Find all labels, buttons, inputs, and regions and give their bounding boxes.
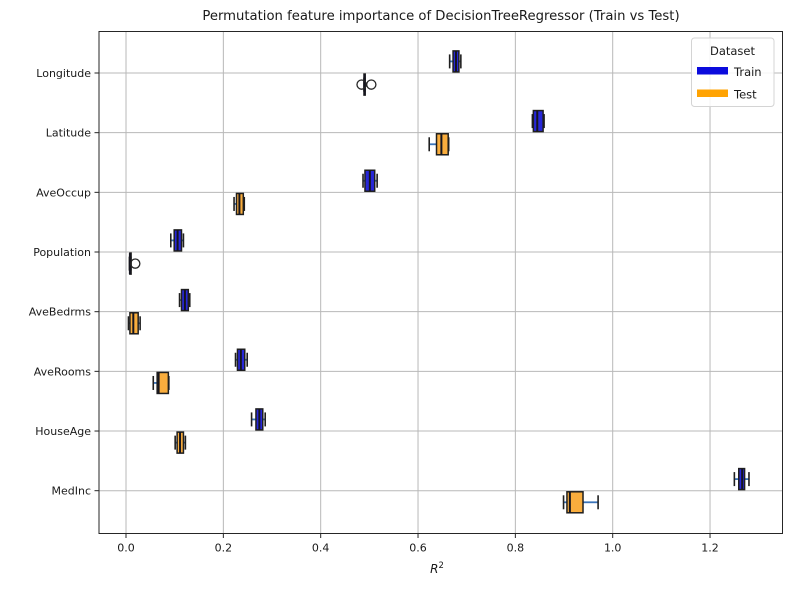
- box-train-aveoccup: [362, 169, 378, 192]
- flier-circle: [130, 258, 141, 269]
- box-test-population: [128, 252, 141, 275]
- legend-label-train: Train: [733, 65, 762, 79]
- box-test-houseage: [174, 431, 187, 454]
- grid-layer: [99, 31, 783, 534]
- legend-entry-test: Test: [697, 88, 757, 102]
- y-tick-label: MedInc: [51, 485, 91, 498]
- axes-layer: 0.0 0.2 0.4 0.6 0.8 1.0 1.2 Longitude Latitude Av…: [29, 31, 783, 555]
- plot-spines: [98, 31, 783, 534]
- legend-frame: [691, 37, 775, 107]
- box-test-avebedrms: [127, 312, 141, 335]
- y-tick-label: HouseAge: [35, 425, 91, 438]
- box-train-medinc: [733, 467, 750, 491]
- x-tick-label: 1.2: [701, 542, 719, 555]
- legend-title: Dataset: [710, 44, 756, 58]
- y-tick-label: AveOccup: [36, 186, 91, 199]
- box-train-houseage: [250, 408, 267, 431]
- box-train-latitude: [531, 109, 545, 133]
- box-test-aveoccup: [233, 192, 246, 216]
- x-tick-label: 0.0: [117, 542, 135, 555]
- box-test-latitude: [428, 133, 450, 156]
- x-axis-label: R2: [430, 561, 444, 576]
- box-rect: [566, 491, 584, 514]
- legend-swatch-train: [697, 67, 728, 75]
- box-train-longitude: [448, 50, 462, 73]
- y-tick-label: Longitude: [36, 67, 91, 80]
- box-rect: [156, 371, 170, 395]
- x-tick-label: 0.6: [409, 542, 427, 555]
- x-tick-label: 1.0: [604, 542, 622, 555]
- box-test-longitude: [356, 73, 377, 96]
- x-tick-label: 0.8: [507, 542, 525, 555]
- y-tick-label: Latitude: [46, 127, 92, 140]
- box-test-averooms: [152, 371, 170, 395]
- box-train-averooms: [234, 348, 248, 371]
- box-train-avebedrms: [178, 288, 191, 312]
- x-axis-label-base: R: [430, 562, 438, 576]
- y-tick-label: AveBedrms: [29, 306, 91, 319]
- y-tick-label: Population: [33, 246, 91, 259]
- legend-label-test: Test: [733, 88, 757, 102]
- box-test-medinc: [562, 491, 599, 514]
- legend: Dataset Train Test: [691, 37, 775, 107]
- x-tick-label: 0.2: [215, 542, 233, 555]
- legend-entry-train: Train: [697, 65, 762, 79]
- box-layer: [127, 50, 750, 514]
- legend-swatch-test: [697, 89, 728, 97]
- x-tick-label: 0.4: [312, 542, 330, 555]
- box-train-population: [169, 229, 185, 252]
- flier-circle: [366, 79, 377, 90]
- y-tick-label: AveRooms: [34, 365, 91, 378]
- chart-title: Permutation feature importance of Decisi…: [202, 9, 679, 24]
- x-axis-label-superscript: 2: [438, 561, 443, 571]
